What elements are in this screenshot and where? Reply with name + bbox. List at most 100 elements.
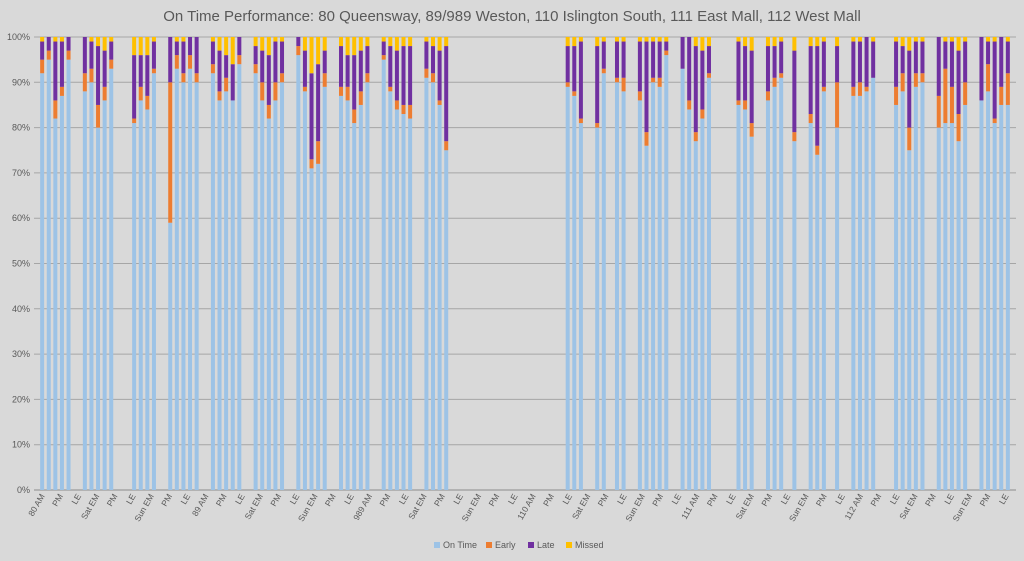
bar-segment-missed bbox=[821, 37, 826, 42]
bar-segment-early bbox=[651, 77, 656, 83]
bar-segment-missed bbox=[986, 37, 991, 42]
bar-segment-on-time bbox=[358, 104, 363, 490]
bar-segment-on-time bbox=[900, 91, 905, 491]
bar-segment-early bbox=[601, 68, 606, 74]
bar-segment-late bbox=[749, 50, 754, 124]
bar-segment-on-time bbox=[963, 104, 968, 490]
bar-segment-early bbox=[188, 55, 193, 69]
bar-segment-early bbox=[273, 82, 278, 101]
bar-segment-missed bbox=[614, 37, 619, 42]
y-tick-label: 90% bbox=[12, 77, 30, 87]
x-tick-label: LE bbox=[615, 492, 629, 506]
bar-segment-late bbox=[188, 37, 193, 56]
bar-segment-early bbox=[821, 86, 826, 92]
bar-segment-on-time bbox=[920, 82, 925, 491]
bar-segment-missed bbox=[913, 37, 918, 42]
x-tick-label: PM bbox=[323, 492, 338, 508]
bar-segment-on-time bbox=[40, 73, 45, 491]
bar-segment-on-time bbox=[424, 77, 429, 491]
bar-segment-missed bbox=[59, 37, 64, 42]
bar-segment-missed bbox=[907, 37, 912, 51]
bar-segment-missed bbox=[736, 37, 741, 42]
bar-segment-missed bbox=[174, 37, 179, 42]
x-tick-label: LE bbox=[233, 492, 247, 506]
bar-segment-on-time bbox=[700, 118, 705, 490]
bar-segment-missed bbox=[1005, 37, 1010, 42]
bar-segment-missed bbox=[230, 37, 235, 65]
bar-segment-on-time bbox=[253, 73, 258, 491]
x-tick-label: LE bbox=[942, 492, 956, 506]
bar-segment-late bbox=[565, 46, 570, 83]
bar-segment-on-time bbox=[194, 82, 199, 491]
bar-segment-late bbox=[765, 46, 770, 92]
bar-segment-early bbox=[109, 59, 114, 69]
bar-segment-on-time bbox=[907, 150, 912, 490]
bar-segment-on-time bbox=[637, 100, 642, 491]
bar-segment-missed bbox=[621, 37, 626, 42]
x-tick-label: LE bbox=[888, 492, 902, 506]
y-tick-label: 10% bbox=[12, 440, 30, 450]
y-tick-label: 70% bbox=[12, 168, 30, 178]
bar-segment-on-time bbox=[217, 100, 222, 491]
bar-segment-late bbox=[322, 50, 327, 74]
bar-segment-missed bbox=[706, 37, 711, 47]
x-tick-label: 80 AM bbox=[26, 492, 47, 518]
bar-segment-early bbox=[851, 86, 856, 96]
bar-segment-on-time bbox=[273, 100, 278, 491]
bar-segment-late bbox=[680, 37, 685, 69]
bar-segment-missed bbox=[851, 37, 856, 42]
bar-segment-on-time bbox=[572, 95, 577, 490]
bar-segment-missed bbox=[956, 37, 961, 51]
bar-segment-missed bbox=[302, 37, 307, 51]
x-tick-label: LE bbox=[178, 492, 192, 506]
bar-segment-early bbox=[316, 141, 321, 164]
bar-segment-early bbox=[986, 64, 991, 92]
bar-segment-late bbox=[302, 50, 307, 87]
bar-segment-on-time bbox=[621, 91, 626, 491]
bar-segment-late bbox=[145, 55, 150, 96]
bar-segment-late bbox=[82, 37, 87, 74]
bar-segment-on-time bbox=[260, 100, 265, 491]
bar-segment-early bbox=[431, 73, 436, 83]
bar-segment-early bbox=[132, 118, 137, 124]
bar-segment-missed bbox=[358, 37, 363, 51]
bar-segment-early bbox=[693, 132, 698, 142]
bar-segment-on-time bbox=[857, 95, 862, 490]
x-tick-label: Sat EM bbox=[406, 492, 429, 521]
x-tick-label: LE bbox=[560, 492, 574, 506]
bar-segment-late bbox=[700, 50, 705, 110]
x-tick-label: Sat EM bbox=[79, 492, 102, 521]
bar-segment-late bbox=[963, 41, 968, 83]
y-tick-label: 60% bbox=[12, 213, 30, 223]
bar-segment-on-time bbox=[444, 150, 449, 490]
bar-segment-missed bbox=[96, 37, 101, 47]
bar-segment-early bbox=[145, 95, 150, 110]
bar-segment-on-time bbox=[230, 100, 235, 491]
bar-segment-late bbox=[365, 46, 370, 74]
x-tick-label: PM bbox=[759, 492, 774, 508]
bar-segment-on-time bbox=[772, 86, 777, 490]
bar-segment-on-time bbox=[687, 109, 692, 490]
bar-segment-early bbox=[89, 68, 94, 83]
x-tick-label: PM bbox=[814, 492, 829, 508]
bar-segment-late bbox=[210, 41, 215, 65]
bar-segment-early bbox=[992, 118, 997, 124]
bar-segment-missed bbox=[808, 37, 813, 47]
bar-segment-on-time bbox=[749, 136, 754, 490]
bar-segment-missed bbox=[949, 37, 954, 42]
bar-segment-late bbox=[253, 46, 258, 65]
bar-segment-early bbox=[444, 141, 449, 151]
bar-segment-missed bbox=[693, 37, 698, 47]
legend-swatch-late bbox=[528, 542, 534, 548]
bar-segment-missed bbox=[352, 37, 357, 56]
bar-segment-late bbox=[736, 41, 741, 101]
bar-segment-early bbox=[700, 109, 705, 119]
bar-segment-on-time bbox=[815, 154, 820, 490]
bar-segment-late bbox=[309, 73, 314, 160]
x-tick-label: PM bbox=[50, 492, 65, 508]
bar-segment-late bbox=[401, 46, 406, 105]
bar-segment-early bbox=[664, 50, 669, 56]
bar-segment-missed bbox=[309, 37, 314, 74]
bar-segment-early bbox=[53, 100, 58, 119]
bar-segment-late bbox=[424, 41, 429, 69]
